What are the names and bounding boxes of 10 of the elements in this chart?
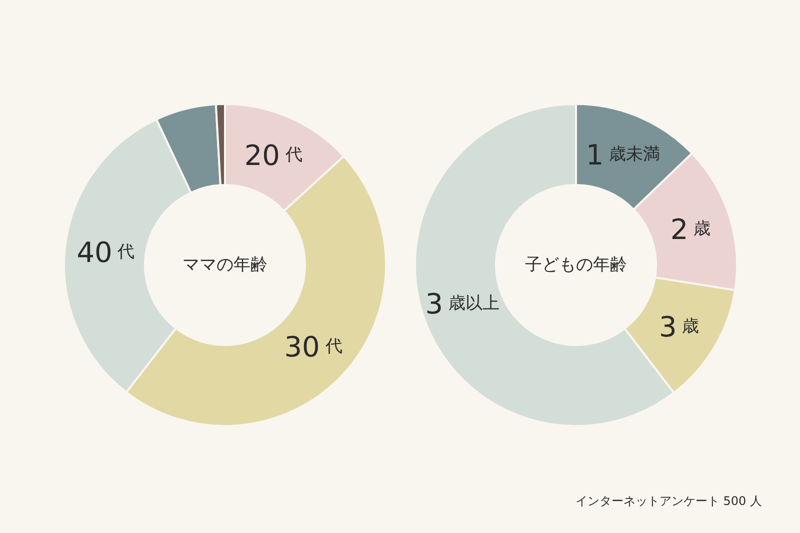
slice-label: 40 代 xyxy=(76,235,135,268)
slice-label: 1 歳未満 xyxy=(586,138,660,172)
text: 子どもの年齢 xyxy=(525,255,627,275)
slice-label: 20 代 xyxy=(244,138,302,172)
text: インターネットアンケート 500 人 xyxy=(575,494,762,508)
slice-label: 2 歳 xyxy=(670,212,711,246)
text: ママの年齢 xyxy=(182,255,268,275)
slice-label: 3 歳 xyxy=(658,310,700,343)
slice-label: 30 代 xyxy=(284,330,342,363)
slice-label: 3 歳以上 xyxy=(425,287,500,320)
